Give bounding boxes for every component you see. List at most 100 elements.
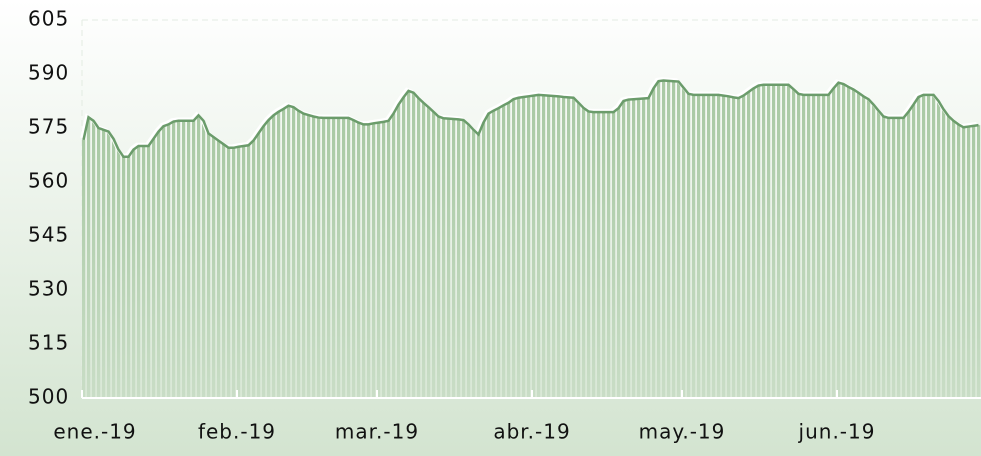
bar <box>762 84 766 399</box>
bar <box>377 122 381 398</box>
bar <box>882 116 886 398</box>
bar <box>702 94 706 398</box>
bar <box>522 97 526 398</box>
bar <box>417 98 421 399</box>
bar <box>812 94 816 398</box>
bar <box>462 120 466 398</box>
bar <box>627 99 631 398</box>
bar <box>517 97 521 398</box>
bar <box>782 84 786 399</box>
bar <box>532 95 536 398</box>
bar <box>492 110 496 398</box>
bar <box>922 94 926 398</box>
bar <box>437 116 441 398</box>
bar <box>187 120 191 399</box>
bar <box>487 113 491 398</box>
bar <box>757 85 761 399</box>
bar <box>867 99 871 398</box>
bar <box>562 97 566 398</box>
bar <box>267 120 271 398</box>
bar <box>137 146 141 398</box>
bar <box>612 112 616 398</box>
bar <box>82 139 86 398</box>
y-tick-label: 515 <box>28 331 69 355</box>
bar <box>272 115 276 399</box>
bar <box>182 120 186 399</box>
bar <box>642 98 646 398</box>
bar <box>192 120 196 399</box>
bar <box>107 131 111 398</box>
bar <box>582 107 586 398</box>
bar <box>707 94 711 398</box>
bar <box>837 82 841 398</box>
bar <box>222 144 226 398</box>
bar <box>507 102 511 399</box>
bar <box>977 125 981 399</box>
bar <box>797 93 801 399</box>
bar <box>512 99 516 398</box>
y-tick-label: 590 <box>28 61 69 85</box>
bar <box>447 118 451 398</box>
bar <box>497 108 501 398</box>
bar <box>927 94 931 398</box>
bar <box>572 97 576 398</box>
bar <box>667 80 671 398</box>
bar <box>412 92 416 398</box>
y-tick-label: 500 <box>28 385 69 409</box>
bar <box>132 149 136 398</box>
bar <box>392 113 396 398</box>
bar <box>957 124 961 399</box>
bar <box>607 112 611 398</box>
x-tick-label: jun.-19 <box>798 420 876 444</box>
bar <box>422 102 426 399</box>
bar <box>652 88 656 399</box>
bar <box>322 117 326 399</box>
bar <box>672 81 676 398</box>
bar <box>177 120 181 399</box>
bar <box>767 84 771 399</box>
bar <box>647 98 651 399</box>
bar <box>127 156 131 398</box>
bar <box>802 94 806 398</box>
bar <box>397 104 401 398</box>
bar <box>887 117 891 399</box>
bar <box>777 84 781 399</box>
bar <box>937 101 941 398</box>
bar <box>482 122 486 398</box>
bar <box>737 98 741 399</box>
bar <box>262 126 266 398</box>
bar <box>712 94 716 398</box>
bar <box>457 119 461 399</box>
bar <box>872 104 876 398</box>
bar <box>842 84 846 398</box>
bar <box>772 84 776 399</box>
bar <box>362 124 366 399</box>
x-tick-label: ene.-19 <box>53 420 136 444</box>
bar <box>917 97 921 398</box>
bar <box>662 80 666 398</box>
bar <box>342 117 346 399</box>
bar <box>847 86 851 399</box>
y-tick-label: 545 <box>28 223 69 247</box>
bar <box>727 96 731 398</box>
bar <box>332 117 336 399</box>
bar <box>897 117 901 399</box>
bar <box>637 98 641 398</box>
bar <box>152 138 156 399</box>
bar <box>807 94 811 398</box>
bar <box>817 94 821 398</box>
bar <box>277 111 281 399</box>
bar <box>687 93 691 399</box>
bar <box>527 96 531 398</box>
bar <box>787 84 791 399</box>
bar <box>657 81 661 398</box>
bar <box>857 92 861 398</box>
bar <box>832 88 836 399</box>
bar <box>952 120 956 399</box>
bar <box>472 129 476 399</box>
bar <box>247 145 251 398</box>
bar <box>722 95 726 398</box>
bar <box>682 87 686 399</box>
bar <box>632 99 636 398</box>
